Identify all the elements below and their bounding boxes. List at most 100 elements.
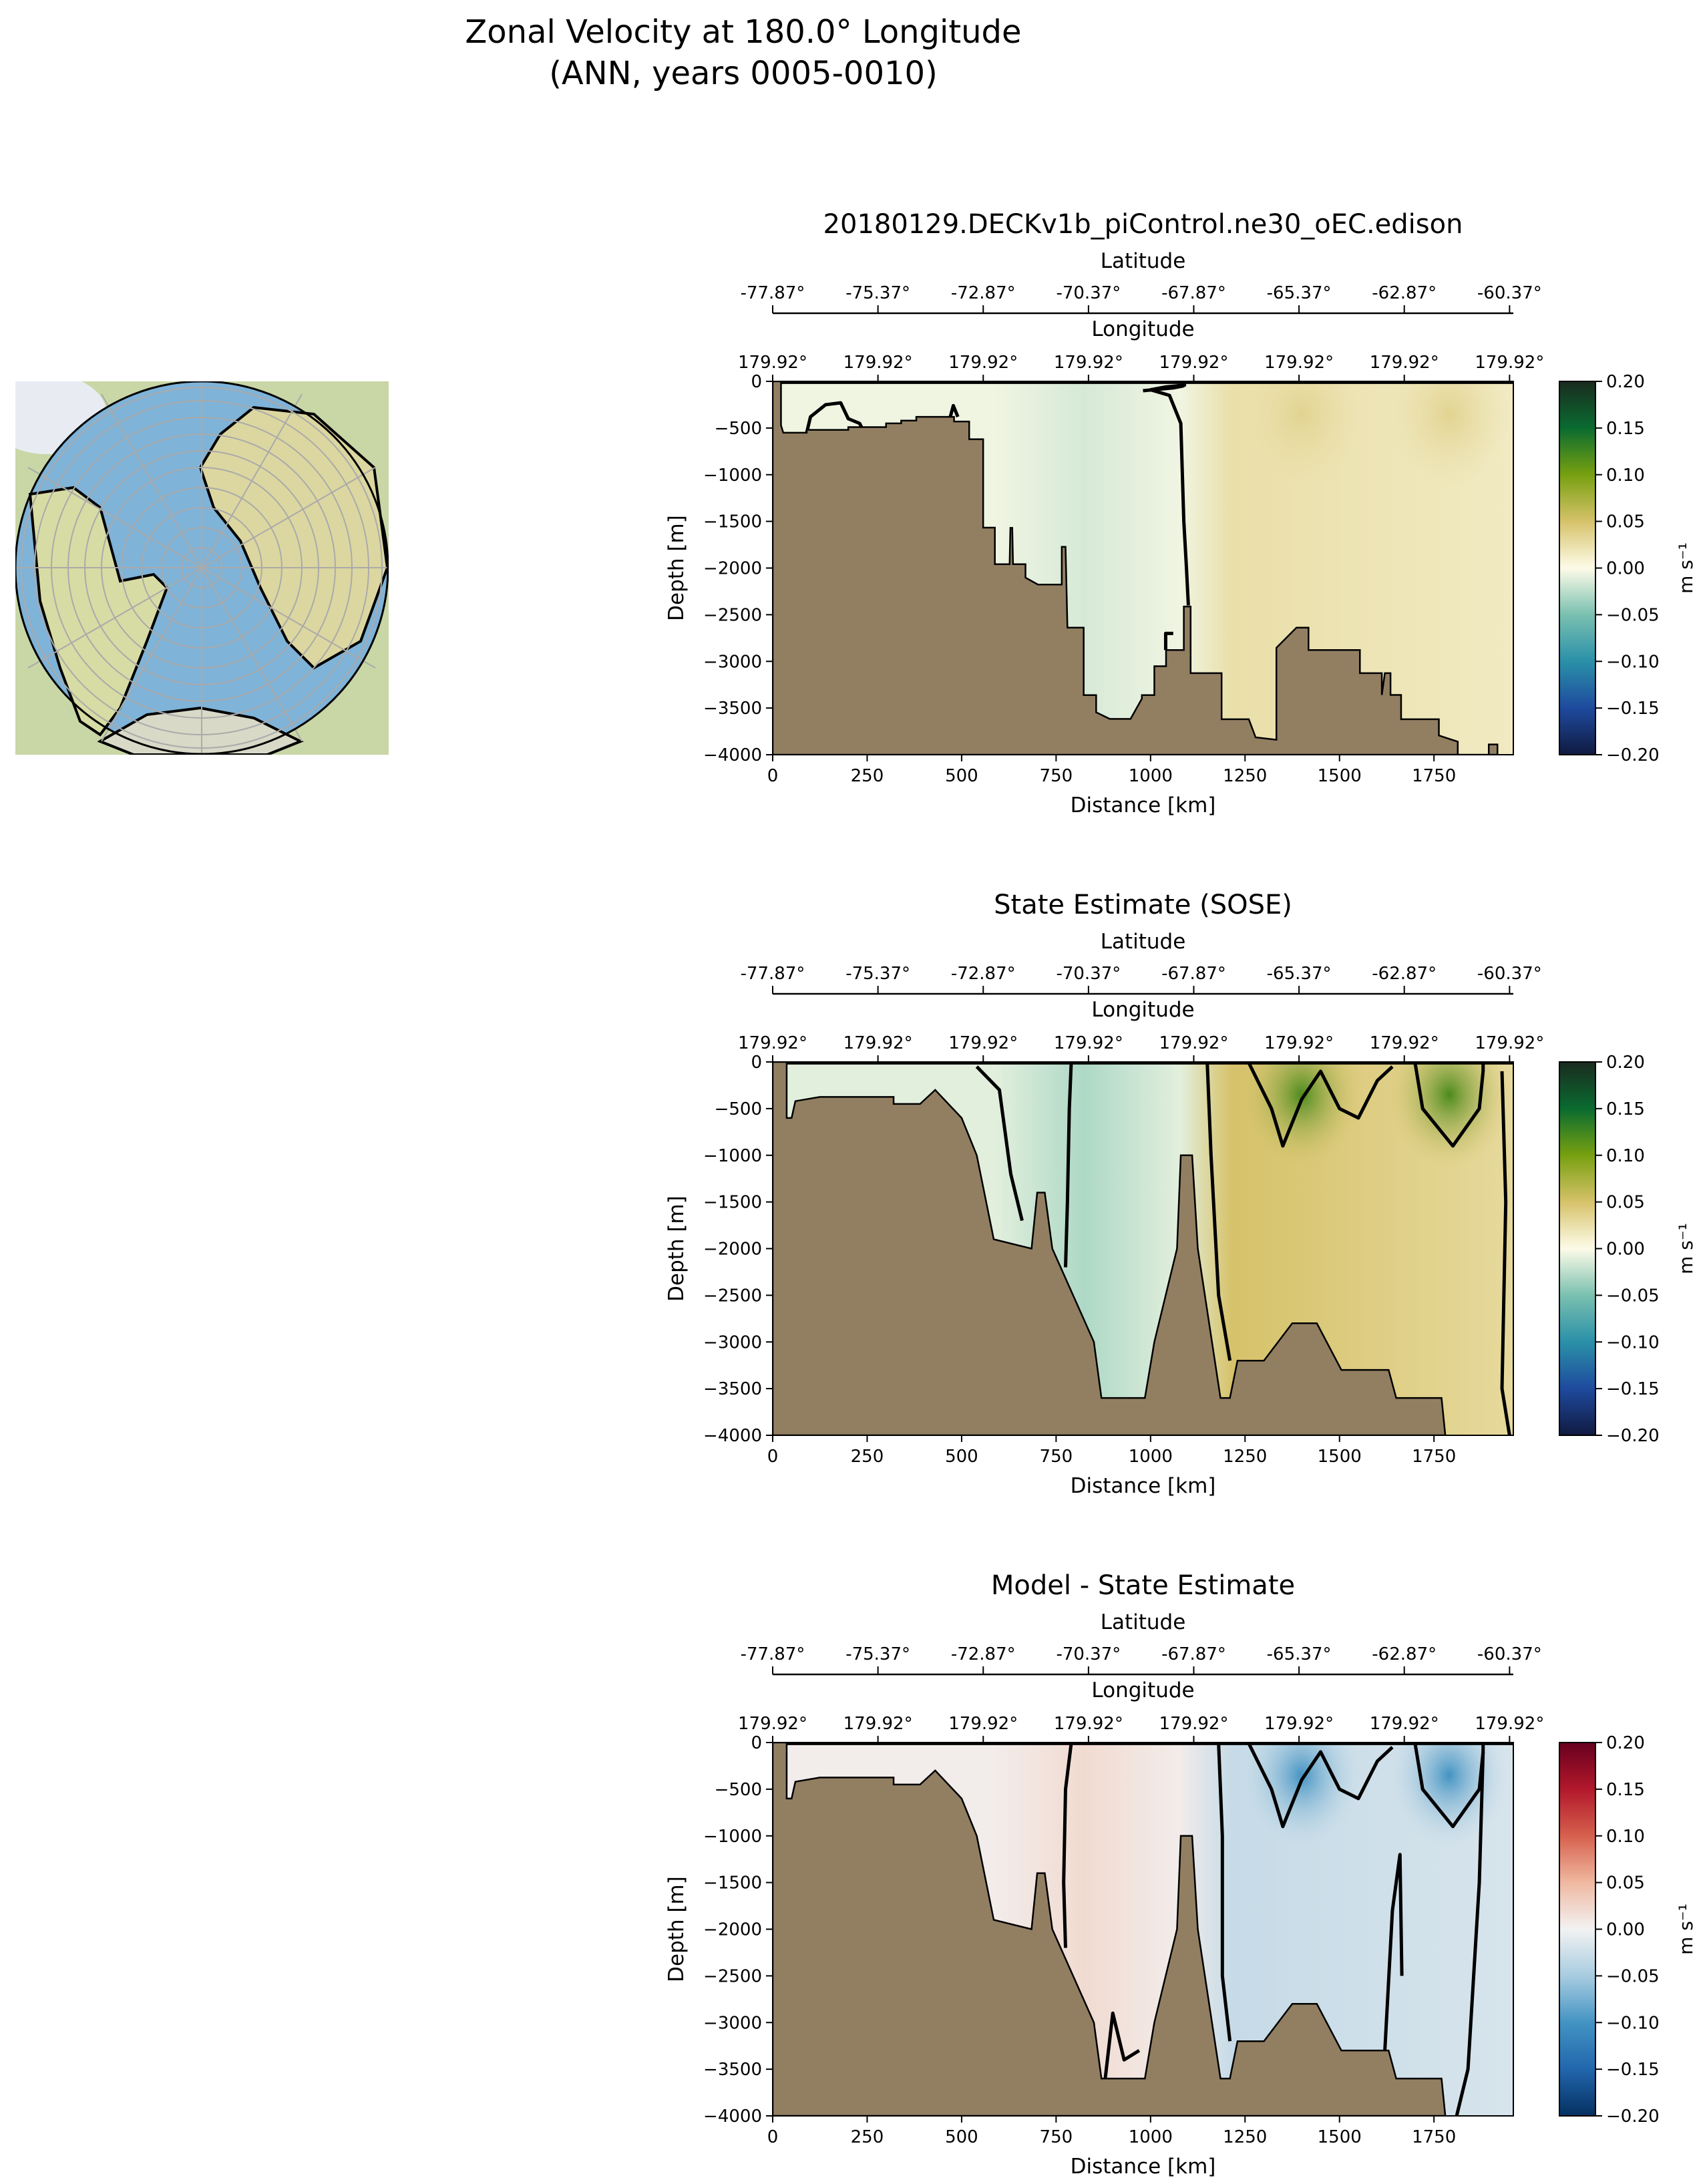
longitude-axis-label: Longitude	[1091, 317, 1194, 341]
y-tick-label: −4000	[703, 745, 762, 765]
y-tick-label: 0	[751, 1733, 762, 1753]
zero-contour	[948, 403, 960, 418]
longitude-tick-label: 179.92°	[843, 1033, 913, 1053]
latitude-tick-label: -72.87°	[951, 1644, 1016, 1664]
y-tick-label: −2500	[703, 1966, 762, 1986]
colorbar-tick-label: 0.20	[1606, 1053, 1645, 1073]
colorbar-tick-label: 0.05	[1606, 1193, 1645, 1213]
zero-contour	[1413, 1062, 1485, 1148]
latitude-tick-label: -67.87°	[1161, 1644, 1226, 1664]
zero-contour	[1247, 1743, 1394, 1829]
map-boundary	[15, 381, 389, 755]
figure-title-line2: (ANN, years 0005-0010)	[549, 55, 938, 92]
velocity-core	[1242, 1743, 1362, 1849]
zero-contour	[1143, 383, 1190, 606]
longitude-tick-label: 179.92°	[1054, 1714, 1123, 1734]
velocity-core	[1242, 1062, 1362, 1168]
figure-title-line1: Zonal Velocity at 180.0° Longitude	[465, 13, 1021, 51]
zero-contour	[1247, 1062, 1394, 1148]
y-tick-label: −1500	[703, 1873, 762, 1893]
zero-contour	[805, 401, 864, 433]
latitude-tick-label: -77.87°	[741, 1644, 805, 1664]
colorbar-label: m s⁻¹	[1675, 1903, 1697, 1955]
bathymetry-land	[773, 1062, 1447, 1435]
y-tick-label: −1000	[703, 1827, 762, 1847]
latitude-tick-label: -77.87°	[741, 964, 805, 984]
y-tick-label: −1000	[703, 1146, 762, 1166]
x-tick-label: 1500	[1318, 2127, 1362, 2147]
velocity-field	[773, 1062, 1513, 1435]
panel-title: State Estimate (SOSE)	[994, 890, 1292, 920]
colorbar-tick-label: 0.05	[1606, 1873, 1645, 1893]
longitude-tick-label: 179.92°	[738, 353, 807, 373]
y-tick-label: −3000	[703, 2013, 762, 2033]
latitude-tick-label: -72.87°	[951, 964, 1016, 984]
longitude-tick-label: 179.92°	[1159, 1033, 1228, 1053]
x-tick-label: 1000	[1129, 766, 1173, 786]
latitude-tick-label: -75.37°	[845, 1644, 910, 1664]
longitude-tick-label: 179.92°	[948, 1033, 1018, 1053]
x-tick-label: 0	[767, 2127, 779, 2147]
latitude-tick-label: -62.87°	[1372, 1644, 1437, 1664]
zero-contour	[1103, 2011, 1141, 2079]
colorbar-tick-label: −0.20	[1606, 745, 1660, 765]
velocity-core	[1242, 381, 1362, 488]
colorbar-tick-label: 0.15	[1606, 419, 1645, 439]
x-tick-label: 1250	[1223, 766, 1267, 786]
colorbar-tick-label: 0.05	[1606, 512, 1645, 532]
bathymetry-land	[773, 1743, 1447, 2116]
colorbar-tick-label: 0.20	[1606, 372, 1645, 392]
panel-title: 20180129.DECKv1b_piControl.ne30_oEC.edis…	[823, 209, 1463, 240]
colorbar-tick-label: 0.15	[1606, 1099, 1645, 1119]
y-tick-label: −3500	[703, 2060, 762, 2080]
x-tick-label: 1750	[1412, 2127, 1456, 2147]
zero-contour	[1205, 1063, 1232, 1361]
longitude-tick-label: 179.92°	[843, 1714, 913, 1734]
x-axis-label: Distance [km]	[1071, 2155, 1216, 2179]
longitude-axis-label: Longitude	[1091, 998, 1194, 1022]
y-tick-label: −3000	[703, 652, 762, 672]
y-tick-label: −500	[715, 1099, 762, 1119]
y-tick-label: −3000	[703, 1332, 762, 1352]
velocity-core	[1388, 381, 1509, 488]
longitude-tick-label: 179.92°	[1159, 353, 1228, 373]
longitude-tick-label: 179.92°	[948, 1714, 1018, 1734]
colorbar-label: m s⁻¹	[1675, 1223, 1697, 1274]
longitude-tick-label: 179.92°	[1370, 1033, 1439, 1053]
longitude-tick-label: 179.92°	[1054, 353, 1123, 373]
colorbar-tick-label: 0.20	[1606, 1733, 1645, 1753]
colorbar-label: m s⁻¹	[1675, 542, 1697, 594]
map-landmass-africa-eurasia	[198, 405, 389, 670]
latitude-tick-label: -67.87°	[1161, 283, 1226, 303]
latitude-tick-label: -70.37°	[1056, 1644, 1121, 1664]
longitude-tick-label: 179.92°	[1054, 1033, 1123, 1053]
x-tick-label: 750	[1040, 1447, 1073, 1467]
latitude-axis-label: Latitude	[1101, 930, 1186, 954]
longitude-tick-label: 179.92°	[1370, 353, 1439, 373]
latitude-tick-label: -75.37°	[845, 283, 910, 303]
y-tick-label: −1500	[703, 1193, 762, 1213]
map-landmass-antarctica	[97, 706, 304, 755]
x-tick-label: 250	[851, 766, 884, 786]
latitude-axis-label: Latitude	[1101, 1610, 1186, 1634]
zero-contour	[1163, 631, 1173, 651]
colorbar-tick-label: 0.10	[1606, 466, 1645, 486]
longitude-tick-label: 179.92°	[1475, 1714, 1544, 1734]
x-tick-label: 1250	[1223, 1447, 1267, 1467]
colorbar-tick-label: −0.20	[1606, 1426, 1660, 1446]
y-axis-label: Depth [m]	[665, 515, 689, 621]
colorbar-tick-label: −0.10	[1606, 1332, 1660, 1352]
longitude-tick-label: 179.92°	[738, 1033, 807, 1053]
y-axis-label: Depth [m]	[665, 1876, 689, 1982]
x-tick-label: 500	[945, 766, 978, 786]
longitude-tick-label: 179.92°	[843, 353, 913, 373]
y-tick-label: −2000	[703, 1240, 762, 1260]
colorbar-tick-label: 0.15	[1606, 1780, 1645, 1800]
colorbar-tick-label: 0.10	[1606, 1146, 1645, 1166]
zero-contour	[975, 1065, 1024, 1222]
latitude-axis-label: Latitude	[1101, 249, 1186, 273]
latitude-tick-label: -65.37°	[1267, 964, 1332, 984]
longitude-tick-label: 179.92°	[948, 353, 1018, 373]
colorbar-tick-label: −0.15	[1606, 2060, 1660, 2080]
